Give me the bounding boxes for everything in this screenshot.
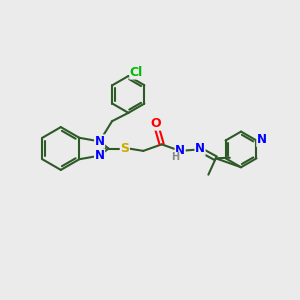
Text: Cl: Cl — [130, 66, 143, 79]
Text: N: N — [94, 149, 105, 162]
Text: N: N — [175, 144, 185, 157]
Text: O: O — [150, 117, 161, 130]
Text: H: H — [171, 152, 179, 162]
Text: N: N — [195, 142, 205, 155]
Text: S: S — [120, 142, 129, 155]
Text: N: N — [94, 135, 105, 148]
Text: N: N — [257, 134, 267, 146]
